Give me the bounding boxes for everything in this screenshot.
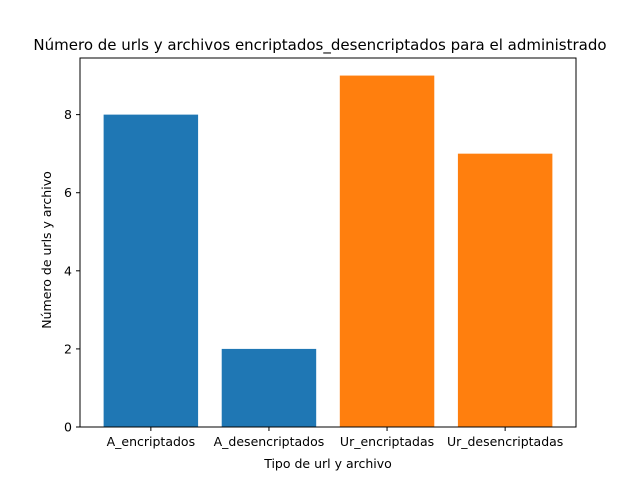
chart-title: Número de urls y archivos encriptados_de… bbox=[33, 36, 606, 55]
y-axis-label: Número de urls y archivo bbox=[39, 171, 54, 328]
y-tick-label: 6 bbox=[64, 185, 72, 200]
x-tick-label: A_desencriptados bbox=[214, 434, 325, 449]
y-tick-label: 0 bbox=[64, 420, 72, 435]
bars-group bbox=[103, 75, 553, 428]
bar-a-encriptados bbox=[103, 114, 199, 427]
y-tick-label: 4 bbox=[64, 263, 72, 278]
y-axis-ticks: 0 2 4 6 8 bbox=[64, 107, 80, 435]
x-axis-ticks: A_encriptados A_desencriptados Ur_encripta… bbox=[107, 427, 563, 449]
bar-ur-encriptadas bbox=[339, 75, 435, 428]
y-tick-label: 8 bbox=[64, 107, 72, 122]
bar-a-desencriptados bbox=[221, 348, 317, 427]
x-tick-label: A_encriptados bbox=[107, 434, 196, 449]
x-axis-label: Tipo de url y archivo bbox=[263, 456, 392, 471]
x-tick-label: Ur_desencriptadas bbox=[447, 434, 563, 449]
y-tick-label: 2 bbox=[64, 341, 72, 356]
x-tick-label: Ur_encriptadas bbox=[340, 434, 434, 449]
bar-ur-desencriptadas bbox=[457, 153, 553, 427]
plot-frame bbox=[79, 57, 577, 428]
